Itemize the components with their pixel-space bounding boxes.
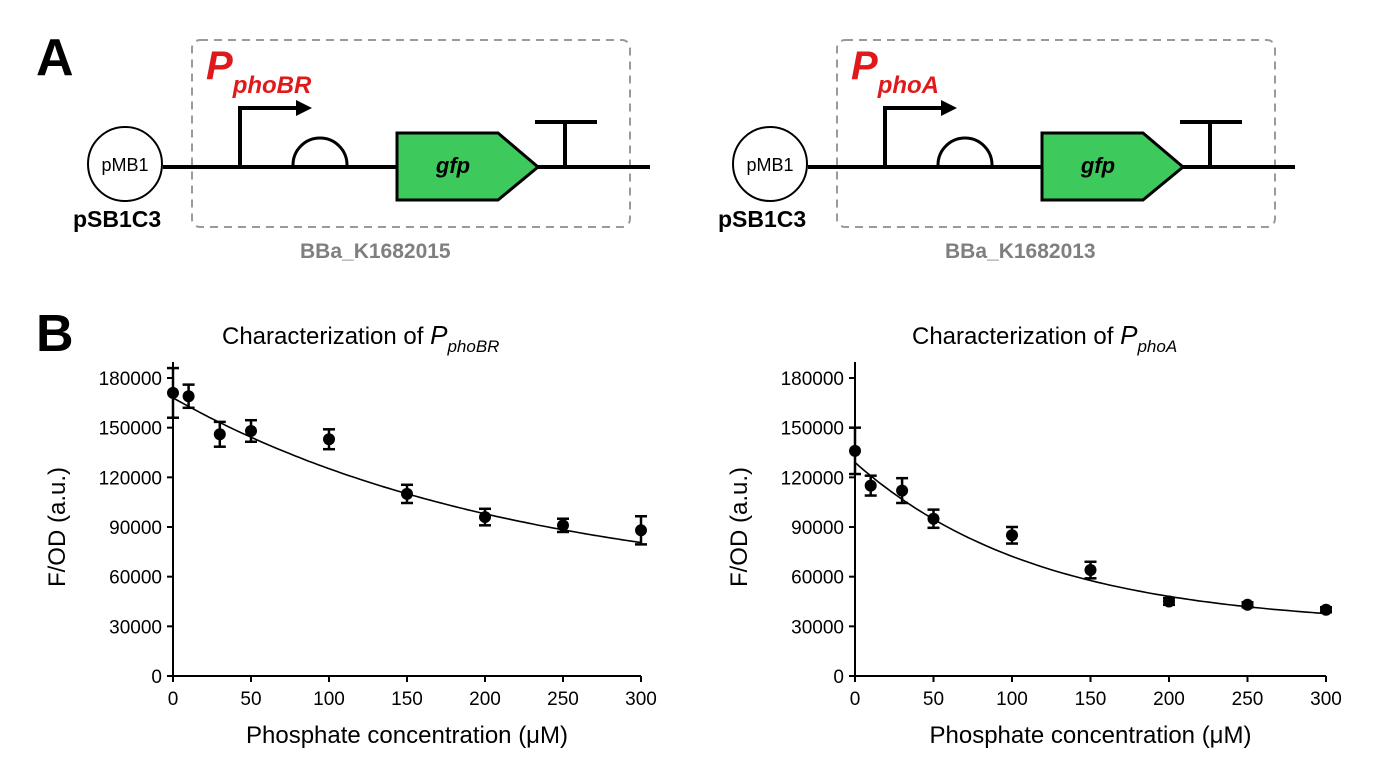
x-axis-label: Phosphate concentration (μM): [930, 722, 1252, 749]
gene-label: gfp: [435, 153, 471, 178]
fit-curve: [172, 397, 642, 544]
promoter-arrowhead: [296, 100, 312, 116]
rbs-shape: [936, 136, 994, 166]
data-point: [182, 390, 195, 403]
rbs-shape: [291, 136, 349, 166]
data-point: [849, 444, 861, 457]
panel-label-a: A: [36, 29, 74, 87]
y-axis-label: F/OD (a.u.): [44, 467, 71, 587]
promoter-subscript: phoA: [877, 72, 939, 99]
x-tick-label: 50: [923, 689, 944, 710]
x-tick-label: 100: [313, 689, 345, 710]
data-point: [167, 386, 179, 399]
y-tick-label: 180000: [99, 369, 162, 390]
promoter-arrowhead: [941, 100, 957, 116]
x-tick-label: 0: [850, 689, 861, 710]
gfp-gene-arrow: [395, 131, 541, 202]
plasmid-origin-label: pMB1: [101, 155, 149, 175]
x-tick-label: 0: [168, 689, 179, 710]
y-tick-label: 30000: [109, 617, 162, 638]
y-tick-label: 30000: [791, 617, 844, 638]
data-point: [635, 524, 647, 537]
chart-title-text: Characterization of: [912, 323, 1121, 350]
plasmid-origin-label: pMB1: [746, 155, 794, 175]
data-point: [1084, 564, 1097, 577]
data-point: [557, 519, 569, 532]
y-tick-label: 120000: [781, 468, 844, 489]
x-tick-label: 150: [391, 689, 423, 710]
chart-title-subscript: phoA: [1137, 337, 1178, 356]
y-tick-label: 90000: [791, 518, 844, 539]
y-tick-label: 180000: [781, 369, 844, 390]
promoter-label-phoBR: PphoBR: [206, 44, 311, 98]
data-point: [896, 484, 909, 497]
terminator-symbol: [535, 120, 597, 167]
gene-label: gfp: [1080, 153, 1116, 178]
chart-0: 0 30000 60000 90000 120000 150000 180000 0 50 100…: [44, 362, 657, 749]
construct-schematic: [87, 39, 650, 228]
plasmid-origin-circle: [732, 126, 808, 202]
y-tick-label: 90000: [109, 518, 162, 539]
x-tick-label: 300: [1310, 689, 1342, 710]
data-point: [1006, 529, 1018, 542]
chart-title-italic: P: [1120, 320, 1138, 350]
x-tick-label: 200: [1153, 689, 1185, 710]
x-tick-label: 250: [1232, 689, 1264, 710]
x-tick-label: 250: [547, 689, 579, 710]
construct-schematic: [732, 39, 1295, 228]
y-axis-label: F/OD (a.u.): [726, 467, 753, 587]
promoter-label-phoA: PphoA: [851, 44, 939, 98]
data-point: [1320, 603, 1332, 616]
vector-label: pSB1C3: [718, 206, 807, 232]
data-point: [864, 479, 877, 492]
y-tick-label: 60000: [791, 568, 844, 589]
x-tick-label: 300: [625, 689, 657, 710]
data-point: [213, 428, 226, 441]
x-tick-label: 200: [469, 689, 501, 710]
gfp-gene-arrow: [1040, 131, 1186, 202]
data-point: [401, 487, 413, 500]
chart-1: 0 30000 60000 90000 120000 150000 180000 0 50 100…: [726, 362, 1342, 749]
promoter-arrow: [238, 106, 298, 167]
vector-label: pSB1C3: [73, 206, 162, 232]
data-point: [1163, 595, 1175, 608]
construct-diagram-phoA: PphoA pMB1 pSB1C3 gfp BBa_K1682013: [645, 0, 1295, 290]
construct-diagram-phoBR: PphoBR pMB1 pSB1C3 gfp BBa_K1682015: [0, 0, 650, 290]
chart-title-subscript: phoBR: [447, 337, 500, 356]
y-tick-label: 0: [151, 667, 162, 688]
fit-curve: [854, 461, 1327, 615]
y-tick-label: 150000: [781, 419, 844, 440]
x-tick-label: 150: [1075, 689, 1107, 710]
x-axis-label: Phosphate concentration (μM): [246, 722, 568, 749]
part-dashed-box: [191, 39, 631, 228]
chart-title-text: Characterization of: [222, 323, 431, 350]
data-point: [1241, 598, 1254, 611]
promoter-p: P: [851, 44, 878, 88]
data-point: [245, 424, 257, 437]
chart-title-phoA: Characterization of PphoA: [912, 320, 1177, 355]
promoter-subscript: phoBR: [232, 72, 312, 99]
promoter-p: P: [206, 44, 233, 88]
part-id-label: BBa_K1682015: [300, 240, 451, 263]
promoter-arrow: [883, 106, 943, 167]
y-tick-label: 0: [833, 667, 844, 688]
y-tick-label: 150000: [99, 419, 162, 440]
y-tick-label: 60000: [109, 568, 162, 589]
chart-title-italic: P: [430, 320, 448, 350]
part-id-label: BBa_K1682013: [945, 240, 1096, 263]
x-tick-label: 100: [996, 689, 1028, 710]
terminator-symbol: [1180, 120, 1242, 167]
data-point: [479, 511, 491, 524]
plasmid-origin-circle: [87, 126, 163, 202]
x-tick-label: 50: [240, 689, 261, 710]
panel-label-b: B: [36, 305, 74, 363]
chart-title-phoBR: Characterization of PphoBR: [222, 320, 499, 355]
data-point: [927, 512, 940, 525]
y-tick-label: 120000: [99, 468, 162, 489]
data-point: [323, 433, 335, 446]
part-dashed-box: [836, 39, 1276, 228]
